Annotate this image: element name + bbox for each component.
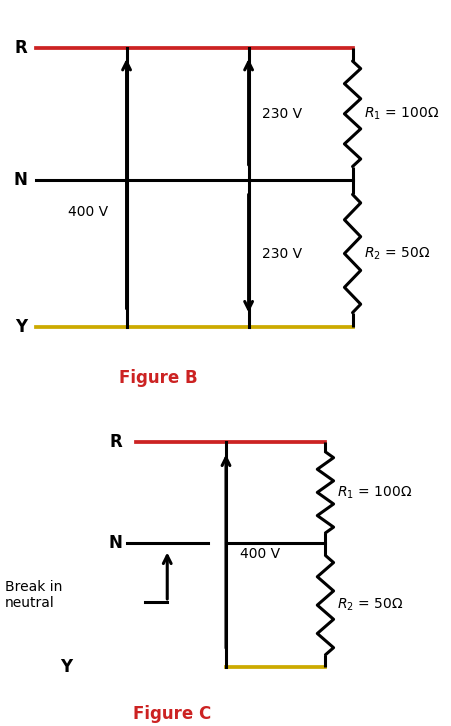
Text: 400 V: 400 V (239, 547, 279, 561)
Text: Y: Y (60, 658, 72, 676)
Text: R: R (14, 39, 27, 57)
Text: $R_1$ = 100$\Omega$: $R_1$ = 100$\Omega$ (363, 105, 438, 122)
Text: $R_2$ = 50$\Omega$: $R_2$ = 50$\Omega$ (363, 245, 429, 262)
Text: Figure B: Figure B (119, 370, 197, 388)
Text: 230 V: 230 V (262, 107, 302, 121)
Text: Figure C: Figure C (132, 705, 211, 723)
Text: R: R (109, 433, 122, 451)
Text: N: N (13, 171, 27, 189)
Text: 400 V: 400 V (68, 205, 108, 219)
Text: Y: Y (15, 319, 27, 336)
Text: N: N (108, 534, 122, 552)
Text: Break in
neutral: Break in neutral (5, 580, 62, 611)
Text: $R_2$ = 50$\Omega$: $R_2$ = 50$\Omega$ (336, 597, 402, 613)
Text: 230 V: 230 V (262, 247, 302, 261)
Text: $R_1$ = 100$\Omega$: $R_1$ = 100$\Omega$ (336, 484, 411, 501)
